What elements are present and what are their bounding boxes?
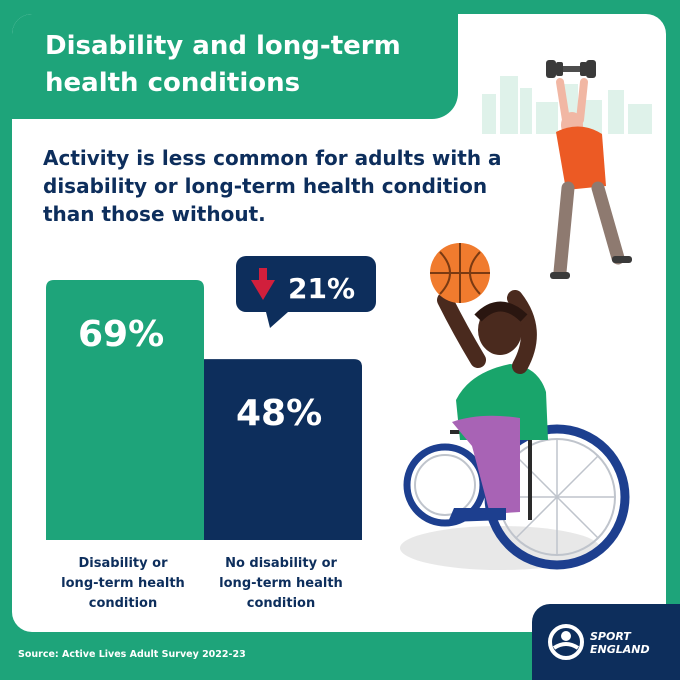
bar-2 bbox=[204, 359, 362, 540]
page-title: Disability and long-term health conditio… bbox=[45, 31, 401, 98]
difference-callout-box bbox=[236, 256, 376, 312]
difference-callout-pointer bbox=[266, 312, 288, 328]
title-tab: Disability and long-term health conditio… bbox=[12, 14, 458, 119]
category-label-2: No disability or long-term health conditio… bbox=[219, 556, 343, 611]
bar-value-label-2: 48% bbox=[236, 393, 322, 434]
wheelchair-athlete-illustration bbox=[400, 243, 630, 570]
bar-value-label-1: 69% bbox=[78, 314, 164, 355]
logo-line-2: ENGLAND bbox=[590, 643, 650, 656]
dumbbell-icon bbox=[546, 60, 596, 78]
sport-england-logo-icon bbox=[548, 624, 584, 660]
standing-person-illustration bbox=[546, 60, 632, 279]
sport-england-logo bbox=[532, 604, 680, 680]
source-note: Source: Active Lives Adult Survey 2022-2… bbox=[18, 649, 246, 660]
page-subtitle: Activity is less common for adults with … bbox=[43, 146, 502, 226]
bar-1 bbox=[46, 280, 204, 540]
sport-england-wordmark: SPORT ENGLAND bbox=[590, 630, 650, 656]
category-label-1: Disability or long-term health condition bbox=[61, 556, 185, 611]
down-arrow-icon bbox=[251, 268, 275, 300]
difference-label: 21% bbox=[288, 272, 355, 305]
difference-callout: 21% bbox=[236, 256, 376, 328]
logo-line-1: SPORT bbox=[590, 630, 631, 643]
